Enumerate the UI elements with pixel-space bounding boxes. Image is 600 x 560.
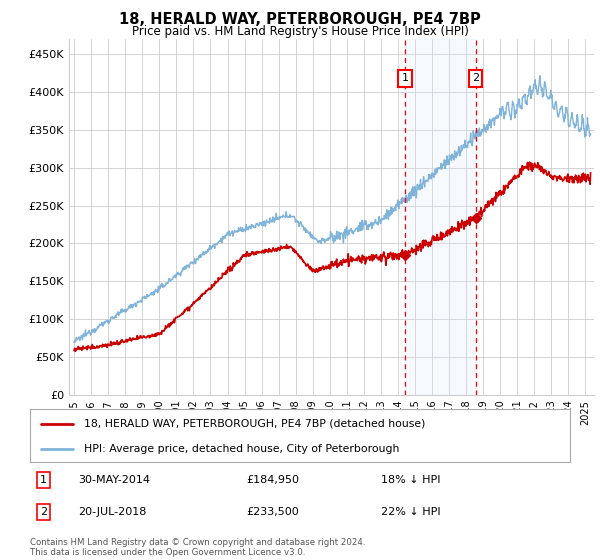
Text: 18% ↓ HPI: 18% ↓ HPI: [381, 475, 440, 484]
Text: 18, HERALD WAY, PETERBOROUGH, PE4 7BP: 18, HERALD WAY, PETERBOROUGH, PE4 7BP: [119, 12, 481, 27]
Text: Price paid vs. HM Land Registry's House Price Index (HPI): Price paid vs. HM Land Registry's House …: [131, 25, 469, 38]
Text: £233,500: £233,500: [246, 507, 299, 517]
Text: £184,950: £184,950: [246, 475, 299, 484]
Bar: [405, 39, 476, 395]
Text: HPI: Average price, detached house, City of Peterborough: HPI: Average price, detached house, City…: [84, 444, 400, 454]
Text: 1: 1: [40, 475, 47, 484]
Text: 2: 2: [40, 507, 47, 517]
Text: 30-MAY-2014: 30-MAY-2014: [79, 475, 151, 484]
Text: 2: 2: [472, 73, 479, 83]
Text: 1: 1: [401, 73, 409, 83]
Text: Contains HM Land Registry data © Crown copyright and database right 2024.
This d: Contains HM Land Registry data © Crown c…: [30, 538, 365, 557]
Text: 18, HERALD WAY, PETERBOROUGH, PE4 7BP (detached house): 18, HERALD WAY, PETERBOROUGH, PE4 7BP (d…: [84, 419, 425, 429]
Text: 20-JUL-2018: 20-JUL-2018: [79, 507, 147, 517]
Text: 22% ↓ HPI: 22% ↓ HPI: [381, 507, 440, 517]
